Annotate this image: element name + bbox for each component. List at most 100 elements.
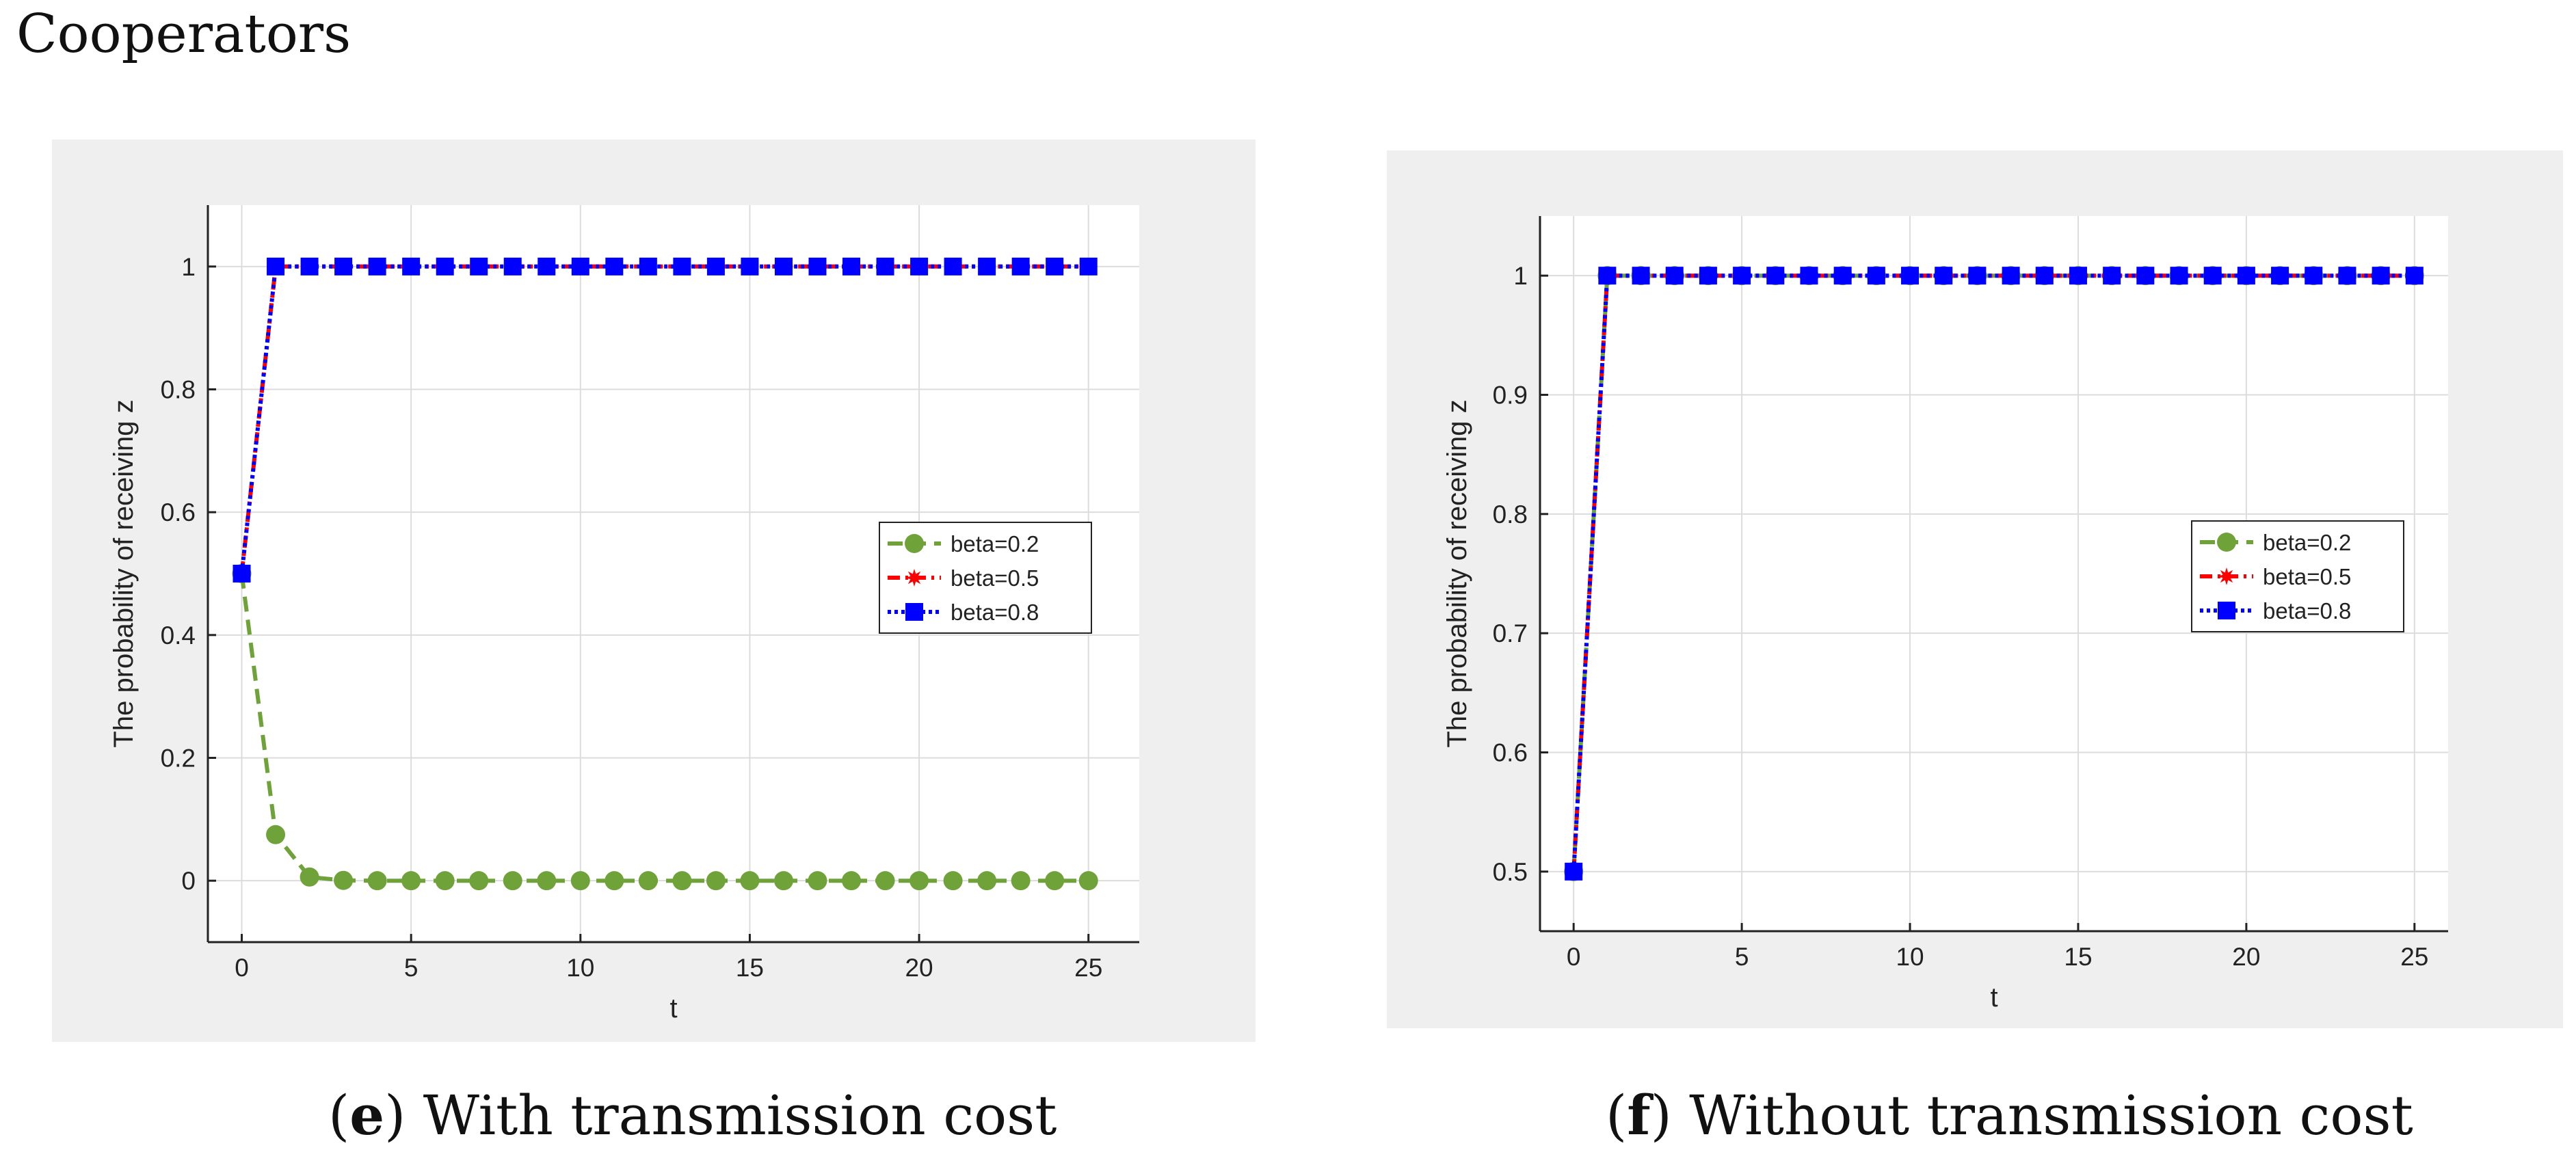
- x-tick-label: 20: [2232, 943, 2260, 971]
- data-point: [435, 871, 455, 891]
- y-axis-label: The probability of receiving z: [1442, 399, 1472, 747]
- chart-e-svg: 0 5 10 15 20 25 0 0.2 0.4 0.6 0.8 1 t The probability…: [109, 205, 1139, 1023]
- data-point: [2372, 267, 2390, 285]
- legend-marker: [2218, 567, 2235, 585]
- y-tick-label: 1: [181, 253, 196, 281]
- y-tick-label: 0.4: [161, 621, 196, 650]
- data-point: [2203, 267, 2222, 285]
- data-point: [2136, 267, 2155, 285]
- data-point: [977, 871, 997, 891]
- y-tick-label: 0.8: [161, 376, 196, 404]
- data-point: [1011, 257, 1030, 276]
- y-tick-label: 0.9: [1493, 381, 1528, 410]
- data-point: [808, 257, 827, 276]
- data-point: [1632, 267, 1650, 285]
- data-point: [2170, 267, 2188, 285]
- data-point: [638, 871, 658, 891]
- x-tick-label: 10: [566, 954, 594, 982]
- y-axis-label: The probability of receiving z: [109, 399, 139, 747]
- data-point: [570, 871, 590, 891]
- legend-marker: [2218, 602, 2235, 619]
- data-point: [1699, 267, 1717, 285]
- data-point: [2069, 267, 2087, 285]
- x-tick-label: 20: [905, 954, 933, 982]
- x-tick-label: 15: [736, 954, 764, 982]
- data-point: [1565, 862, 1583, 881]
- data-point: [470, 257, 488, 276]
- caption-e: (e) With transmission cost: [328, 1083, 1057, 1147]
- chart-panel-e: 0 5 10 15 20 25 0 0.2 0.4 0.6 0.8 1 t The probability…: [52, 139, 1256, 1042]
- data-point: [1766, 267, 1785, 285]
- data-point: [537, 871, 557, 891]
- x-tick-label: 25: [2400, 943, 2428, 971]
- data-point: [503, 871, 522, 891]
- data-point: [672, 871, 692, 891]
- legend-label: beta=0.5: [951, 565, 1039, 591]
- legend-label: beta=0.8: [2263, 598, 2351, 624]
- data-point: [1078, 871, 1098, 891]
- data-point: [673, 257, 691, 276]
- series-beta-0-8: [233, 257, 1098, 582]
- y-tick-label: 0: [181, 867, 196, 895]
- data-point: [571, 257, 589, 276]
- data-point: [706, 871, 726, 891]
- data-point: [1867, 267, 1885, 285]
- data-point: [605, 871, 624, 891]
- data-point: [1901, 267, 1920, 285]
- chart-f-svg: 0 5 10 15 20 25 0.5 0.6 0.7 0.8 0.9 1 t The probabili…: [1442, 216, 2448, 1013]
- data-point: [706, 257, 725, 276]
- data-point: [2002, 267, 2020, 285]
- data-point: [1968, 267, 1987, 285]
- legend-label: beta=0.2: [2263, 530, 2351, 555]
- legend-label: beta=0.8: [951, 600, 1039, 625]
- x-axis-label: t: [669, 993, 677, 1023]
- data-point: [233, 565, 251, 582]
- data-point: [1665, 267, 1684, 285]
- data-point: [469, 871, 489, 891]
- data-point: [401, 871, 421, 891]
- y-tick-label: 0.5: [1493, 858, 1528, 886]
- data-point: [2338, 267, 2356, 285]
- data-point: [639, 257, 657, 276]
- data-point: [842, 871, 862, 891]
- x-tick-label: 0: [1567, 943, 1581, 971]
- data-point: [909, 871, 929, 891]
- data-point: [334, 870, 354, 890]
- page-title: Cooperators: [16, 3, 351, 65]
- y-tick-label: 0.6: [1493, 739, 1528, 767]
- data-point: [402, 257, 421, 276]
- data-point: [2237, 267, 2255, 285]
- data-point: [741, 257, 759, 276]
- data-point: [537, 257, 556, 276]
- legend-marker: [905, 603, 923, 621]
- data-point: [300, 257, 319, 276]
- data-point: [2271, 267, 2289, 285]
- data-point: [773, 871, 793, 891]
- data-point: [267, 257, 285, 276]
- data-point: [2405, 267, 2424, 285]
- series-beta-0-8: [1565, 267, 2424, 881]
- caption-f-letter: f: [1627, 1083, 1651, 1147]
- y-tick-label: 0.8: [1493, 500, 1528, 528]
- data-point: [1833, 267, 1852, 285]
- x-tick-label: 10: [1896, 943, 1924, 971]
- data-point: [1011, 871, 1031, 891]
- data-point: [2305, 267, 2323, 285]
- data-point: [774, 257, 793, 276]
- legend: beta=0.2 beta=0.5 beta=0.8: [2191, 520, 2404, 632]
- caption-e-text: With transmission cost: [423, 1084, 1057, 1147]
- data-point: [808, 871, 827, 891]
- data-point: [943, 871, 963, 891]
- y-tick-label: 0.2: [161, 745, 196, 773]
- legend-marker: [905, 534, 924, 553]
- data-point: [1800, 267, 1818, 285]
- caption-e-letter: e: [349, 1083, 385, 1147]
- x-tick-label: 25: [1074, 954, 1102, 982]
- legend: beta=0.2 beta=0.5 beta=0.8: [879, 522, 1092, 634]
- data-point: [1045, 871, 1065, 891]
- data-point: [2035, 267, 2054, 285]
- y-tick-label: 0.7: [1493, 619, 1528, 647]
- chart-panel-f: 0 5 10 15 20 25 0.5 0.6 0.7 0.8 0.9 1 t The probabili…: [1387, 150, 2563, 1028]
- x-tick-label: 5: [404, 954, 419, 982]
- caption-f-text: Without transmission cost: [1689, 1084, 2413, 1147]
